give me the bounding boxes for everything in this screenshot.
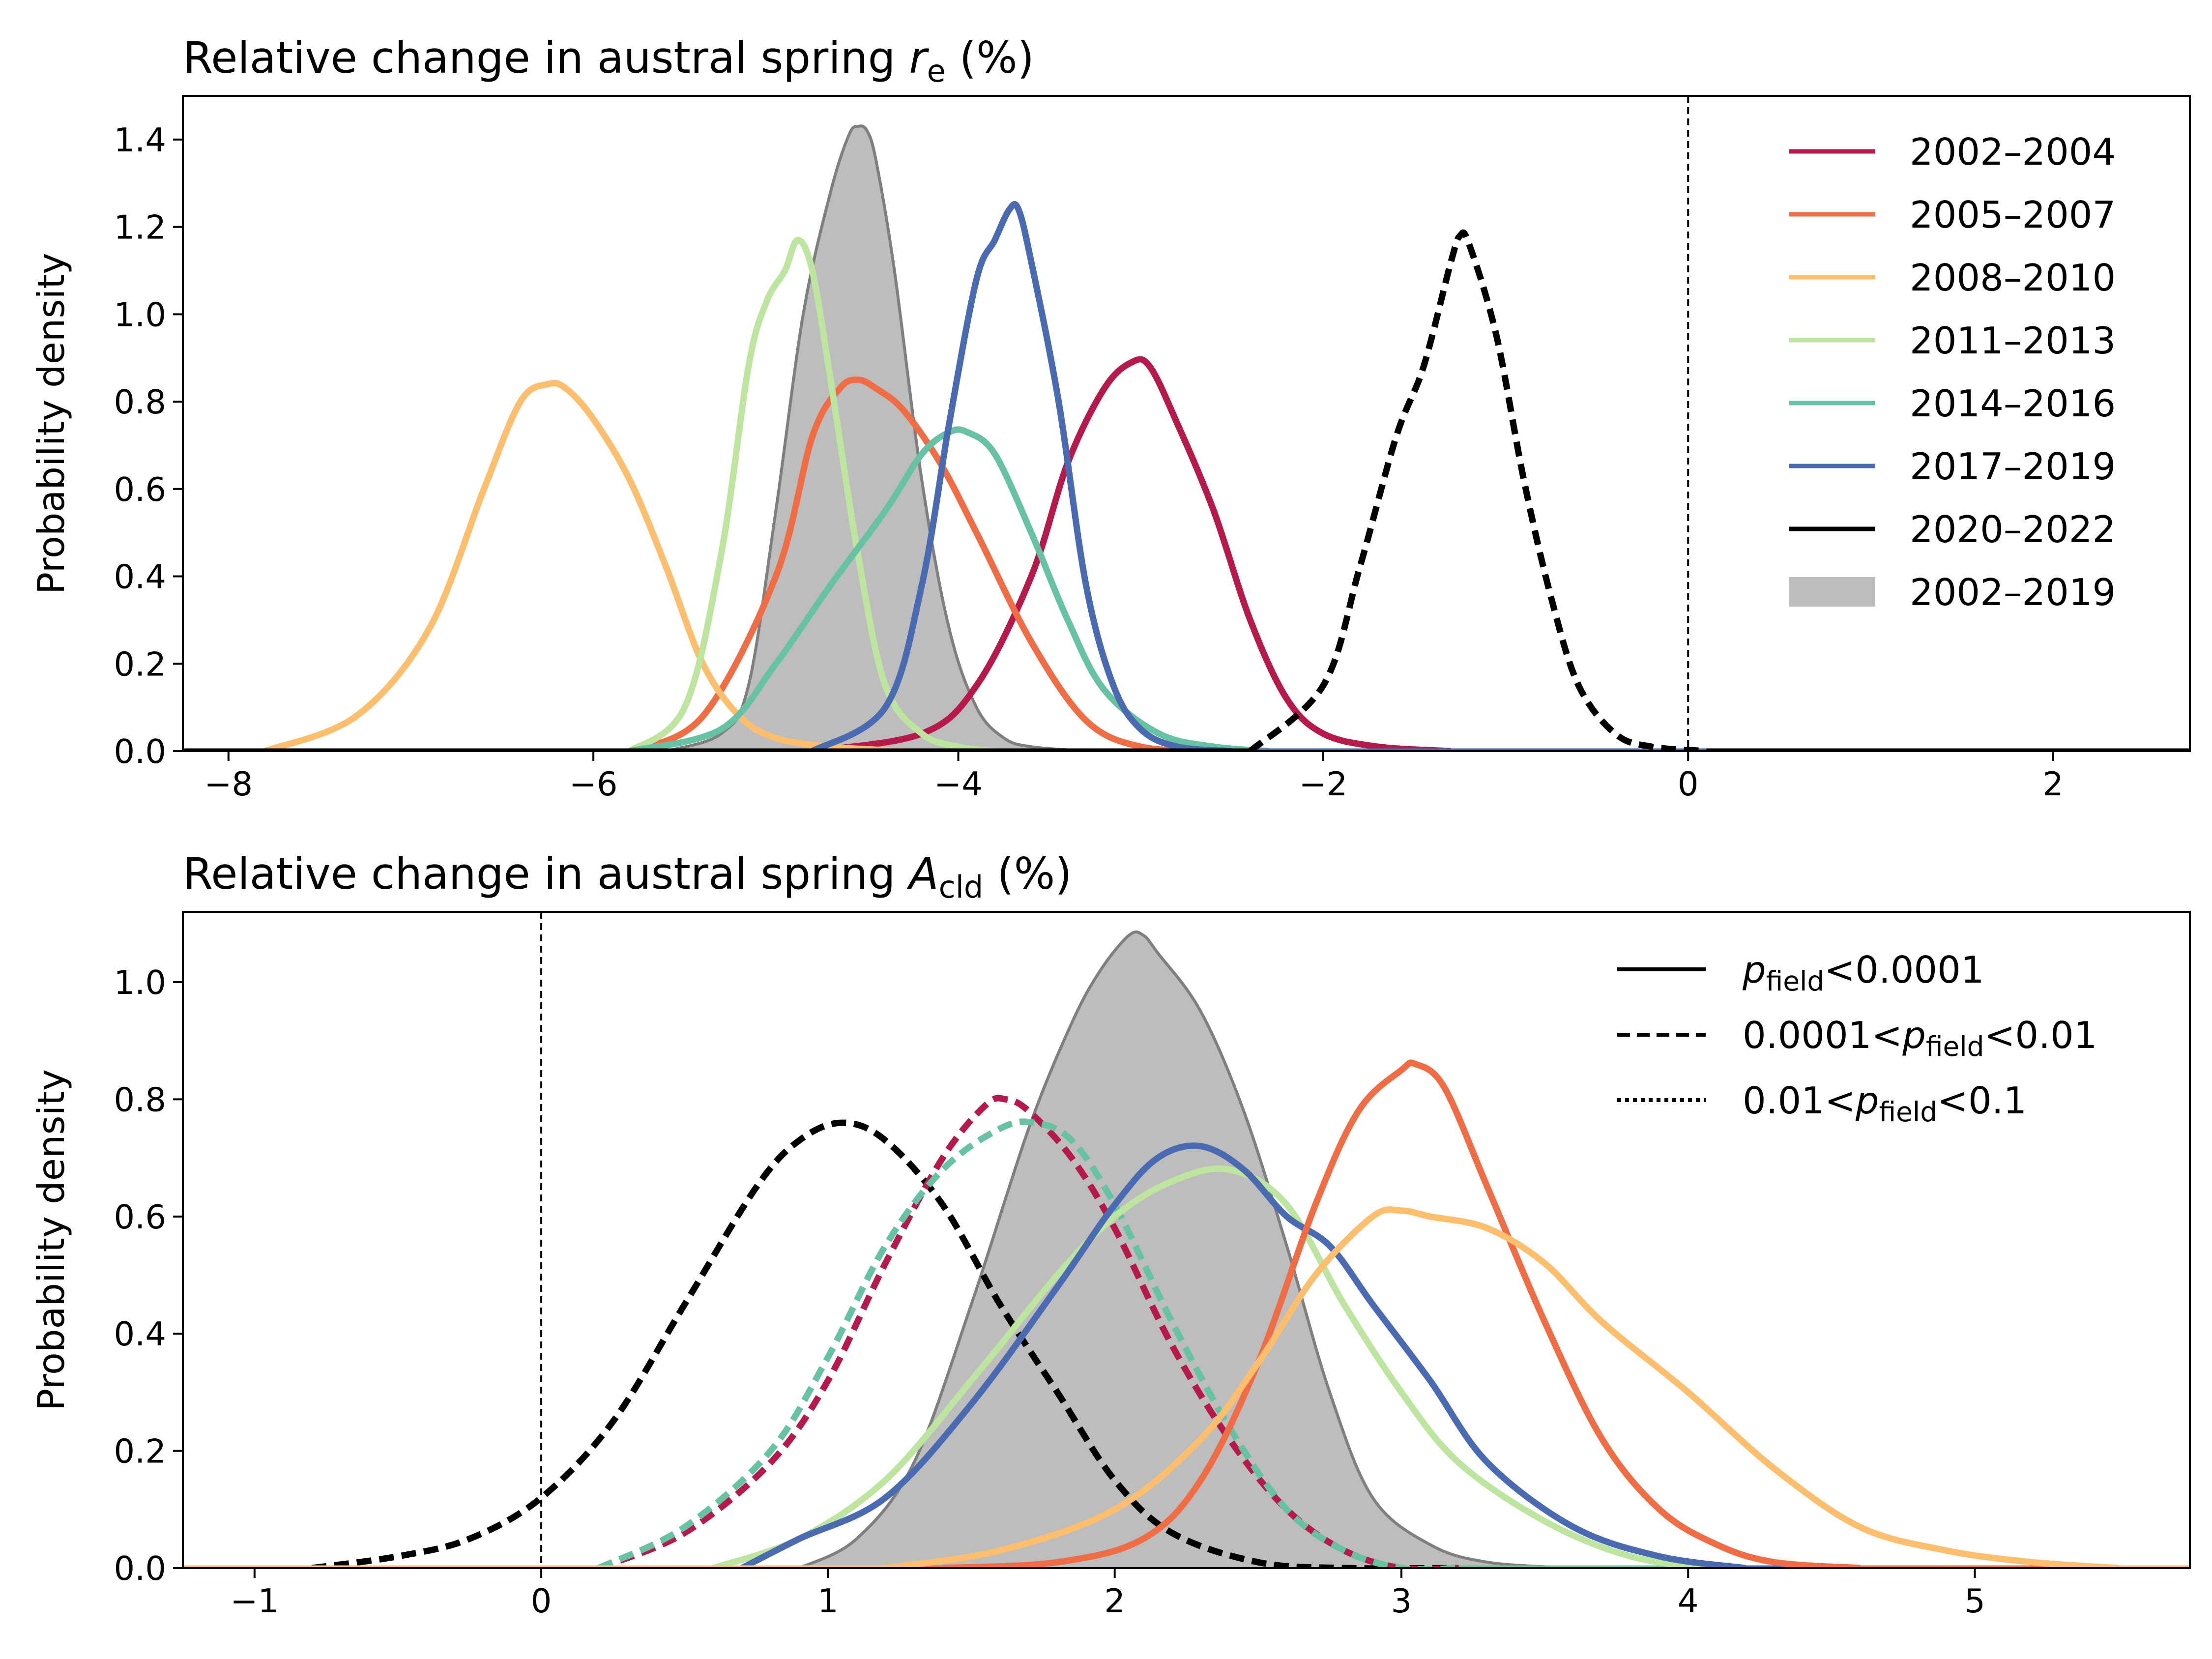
axes-frame — [182, 95, 2191, 752]
series-line-2011–2013 — [628, 236, 995, 751]
x-tick-label: −6 — [569, 765, 618, 803]
legend-label: pfield<0.0001 — [1742, 948, 1984, 997]
y-tick-label: 0.2 — [114, 645, 166, 683]
series-line-2005–2007 — [628, 377, 1214, 751]
y-tick-label: 1.0 — [114, 963, 166, 1002]
y-tick-label: 1.2 — [114, 208, 166, 247]
title-text: Relative change in austral spring — [183, 848, 909, 899]
legend-label: 2002–2019 — [1910, 571, 2116, 614]
series-fill-2002–2019 — [799, 931, 1573, 1568]
series-line-2017–2019 — [740, 1142, 1746, 1568]
legend: 2002–2004 2005–2007 2008–2010 2011–2013 2014… — [1789, 130, 2116, 614]
legend-label: 2005–2007 — [1910, 193, 2116, 236]
x-tick-label: 1 — [817, 1582, 839, 1620]
y-tick-label: 0.0 — [114, 1549, 166, 1588]
series-line-2005–2007 — [942, 1059, 1861, 1568]
y-tick-label: 0.0 — [114, 732, 166, 771]
legend-label: 2020–2022 — [1910, 508, 2116, 551]
y-tick-label: 0.8 — [114, 383, 166, 421]
x-tick-label: −8 — [204, 765, 253, 803]
legend-label-part: p — [1855, 1079, 1879, 1122]
title-suffix: (%) — [983, 848, 1072, 899]
y-axis-title: Probability density — [29, 1069, 73, 1411]
legend-label: 2014–2016 — [1910, 382, 2116, 425]
plot-area — [183, 930, 2190, 1568]
series-edge-2002–2019 — [666, 124, 1086, 751]
y-tick-label: 0.4 — [114, 1315, 166, 1353]
series-edge-2002–2019 — [798, 930, 1574, 1568]
legend-label-part: field — [1766, 965, 1825, 997]
title-suffix: (%) — [946, 32, 1034, 83]
axes-frame — [182, 911, 2191, 1569]
x-tick-label: −1 — [230, 1582, 279, 1620]
series-line-2008–2010 — [885, 1206, 2119, 1568]
x-tick-label: 0 — [531, 1582, 552, 1620]
title-symbol: r — [909, 32, 929, 83]
legend-label: 2008–2010 — [1910, 256, 2116, 299]
legend-label-part: <0.0001 — [1824, 948, 1984, 991]
legend-swatch-2002–2019 — [1789, 577, 1875, 607]
x-tick-label: 4 — [1678, 1582, 1699, 1620]
series-line-2011–2013 — [712, 1165, 1803, 1568]
title-subscript: cld — [939, 869, 984, 905]
y-tick-label: 0.6 — [114, 470, 166, 509]
title-symbol: A — [906, 848, 938, 899]
panel-title: Relative change in austral spring re (%) — [183, 32, 1034, 89]
legend-label-part: 0.0001< — [1743, 1014, 1902, 1057]
x-tick-label: 2 — [1104, 1582, 1125, 1620]
panel-title: Relative change in austral spring Acld (… — [183, 848, 1072, 905]
y-tick-label: 0.2 — [114, 1432, 166, 1471]
panel-2: −1 0 1 2 3 4 5 0.0 0.2 0.4 0.6 0.8 1.0 Probability de… — [29, 848, 2191, 1620]
title-subscript: e — [927, 53, 946, 89]
plot-area — [183, 124, 2190, 751]
series-line-2017–2019 — [811, 201, 1232, 751]
series-line-2014–2016 — [597, 1118, 1459, 1568]
legend-label: 2017–2019 — [1910, 445, 2116, 488]
x-tick-label: −4 — [934, 765, 983, 803]
legend-label: 0.0001<pfield<0.01 — [1743, 1014, 2097, 1062]
y-axis-title: Probability density — [29, 253, 73, 594]
legend-label-part: field — [1879, 1096, 1937, 1128]
x-tick-label: 0 — [1678, 765, 1699, 803]
y-tick-label: 0.6 — [114, 1198, 166, 1236]
legend-label-part: <0.1 — [1937, 1079, 2027, 1122]
series-line-2008–2010 — [263, 379, 904, 751]
y-tick-label: 0.8 — [114, 1080, 166, 1119]
y-tick-label: 1.4 — [114, 121, 166, 159]
series-line-2002–2004 — [812, 356, 1452, 751]
series-line-2020–2022 — [311, 1119, 1459, 1568]
legend-label-part: <0.01 — [1984, 1014, 2097, 1057]
legend-label-part: field — [1926, 1031, 1984, 1062]
title-text: Relative change in austral spring — [183, 32, 909, 83]
x-tick-label: 3 — [1391, 1582, 1412, 1620]
x-tick-label: 2 — [2042, 765, 2064, 803]
y-tick-label: 1.0 — [114, 295, 166, 334]
legend-label: 0.01<pfield<0.1 — [1743, 1079, 2027, 1128]
y-tick-label: 0.4 — [114, 558, 166, 596]
legend-label: 2002–2004 — [1910, 130, 2116, 174]
panel-1: −8 −6 −4 −2 0 2 0.0 0.2 0.4 0.6 0.8 1.0 1.2 1.4 Probab… — [29, 32, 2191, 803]
x-tick-label: 5 — [1964, 1582, 1985, 1620]
legend-label-part: 0.01< — [1743, 1079, 1856, 1122]
series-line-2020–2022 — [1248, 229, 1707, 751]
legend-label-part: p — [1742, 948, 1766, 991]
legend-label: 2011–2013 — [1910, 319, 2116, 362]
x-tick-label: −2 — [1299, 765, 1347, 803]
legend: pfield<0.00010.0001<pfield<0.010.01<pfie… — [1617, 948, 2097, 1128]
legend-label-part: p — [1902, 1014, 1926, 1057]
